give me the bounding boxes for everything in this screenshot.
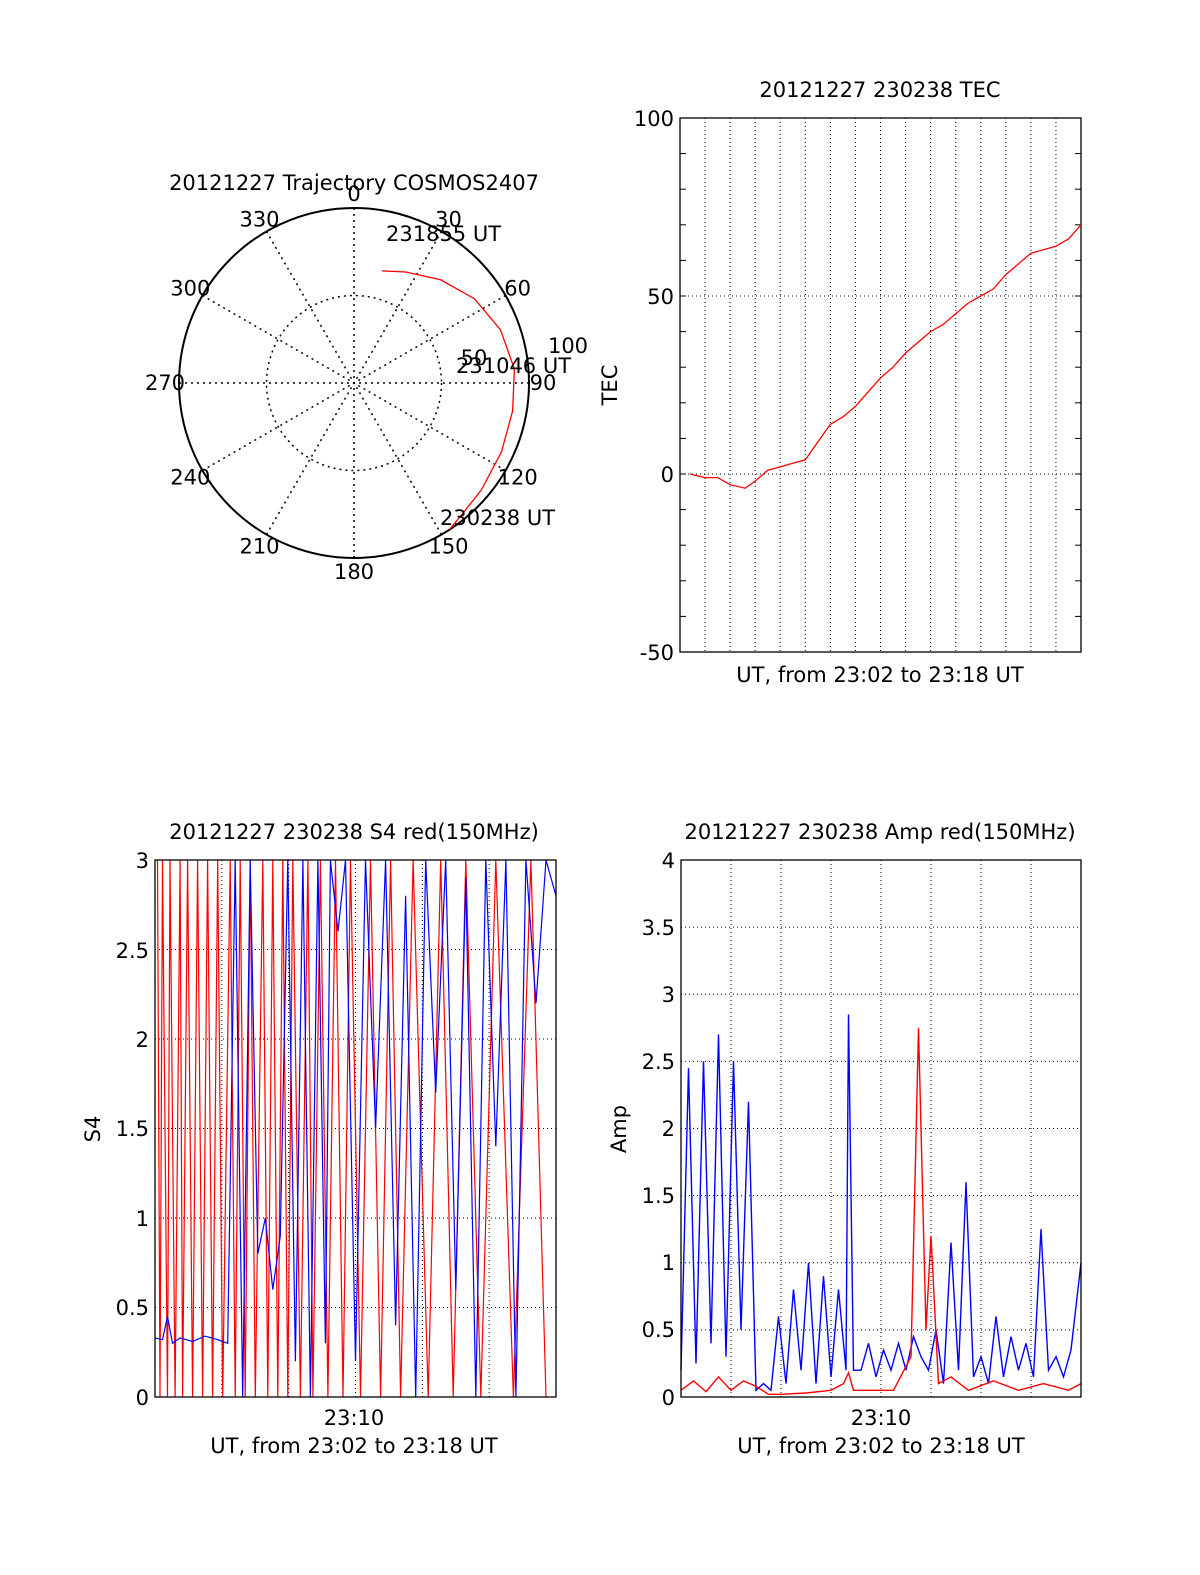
polar-angle-label: 180	[334, 560, 374, 584]
polar-radius-label-100: 100	[548, 334, 588, 358]
polar-angle-label: 150	[428, 535, 468, 559]
amp-blue-series-line	[680, 1014, 1082, 1392]
polar-angle-label: 240	[170, 466, 210, 490]
polar-angle-labels: 0 30 60 90 120 150 180 210 240 270 300 330	[145, 182, 556, 584]
s4-ytick-2: 2	[136, 1028, 149, 1052]
s4-title: 20121227 230238 S4 red(150MHz)	[169, 820, 539, 844]
tec-plot: 20121227 230238 TEC 100 50 0 -50 TEC UT,…	[598, 78, 1082, 687]
polar-angle-label: 120	[498, 466, 538, 490]
amp-ytick-1: 1	[662, 1251, 675, 1275]
amp-ytick-3-5: 3.5	[642, 916, 675, 940]
tec-ytick-neg50: -50	[640, 641, 674, 665]
polar-angle-label: 0	[347, 182, 360, 206]
s4-xtick-label: 23:10	[324, 1406, 385, 1430]
tec-gridlines	[680, 118, 1081, 652]
s4-ytick-2-5: 2.5	[116, 939, 149, 963]
polar-inner-circle	[265, 294, 443, 472]
tec-title: 20121227 230238 TEC	[759, 78, 1000, 102]
polar-angle-label: 210	[239, 535, 279, 559]
polar-annotation-start: 230238 UT	[440, 506, 555, 530]
amp-ytick-2: 2	[662, 1117, 675, 1141]
polar-spoke-150	[265, 231, 443, 535]
amp-ylabel: Amp	[607, 1105, 631, 1153]
s4-ytick-0-5: 0.5	[116, 1296, 149, 1320]
tec-series-line	[689, 224, 1082, 489]
polar-angle-label: 300	[170, 277, 210, 301]
amp-title: 20121227 230238 Amp red(150MHz)	[684, 820, 1075, 844]
s4-ytick-3: 3	[136, 849, 149, 873]
polar-angle-label: 90	[530, 371, 557, 395]
tec-ytick-50: 50	[647, 285, 674, 309]
polar-title: 20121227 Trajectory COSMOS2407	[169, 171, 539, 195]
s4-blue-series-line	[154, 859, 557, 1398]
polar-angle-label: 330	[239, 207, 279, 231]
polar-angle-label: 30	[435, 207, 462, 231]
tec-plot-frame	[679, 117, 1082, 653]
s4-ytick-1-5: 1.5	[116, 1117, 149, 1141]
amp-ytick-1-5: 1.5	[642, 1184, 675, 1208]
amp-xtick-label: 23:10	[851, 1406, 912, 1430]
polar-angle-label: 270	[145, 371, 185, 395]
s4-ylabel: S4	[81, 1116, 105, 1143]
amp-gridlines	[681, 860, 1081, 1397]
amp-plot-frame	[680, 859, 1082, 1398]
s4-plot-frame	[154, 859, 557, 1398]
polar-spokes	[179, 208, 529, 558]
amp-ytick-0-5: 0.5	[642, 1318, 675, 1342]
s4-xlabel: UT, from 23:02 to 23:18 UT	[210, 1434, 498, 1458]
amp-ytick-0: 0	[662, 1386, 675, 1410]
polar-radius-label-50: 50	[461, 346, 488, 370]
s4-plot: 20121227 230238 S4 red(150MHz) 3 2.5 2 1…	[81, 820, 557, 1458]
amp-red-series-line	[680, 1027, 1082, 1396]
amp-ytick-2-5: 2.5	[642, 1050, 675, 1074]
s4-ytick-0: 0	[136, 1386, 149, 1410]
amp-plot: 20121227 230238 Amp red(150MHz) 4 3.5 3 …	[607, 820, 1082, 1458]
tec-ytick-100: 100	[634, 107, 674, 131]
polar-annotation-end: 231855 UT	[386, 222, 501, 246]
tec-ytick-0: 0	[661, 463, 674, 487]
polar-angle-label: 60	[504, 277, 531, 301]
polar-trajectory-line	[381, 270, 516, 531]
tec-xlabel: UT, from 23:02 to 23:18 UT	[736, 663, 1024, 687]
amp-ytick-4: 4	[662, 849, 675, 873]
polar-plot: 20121227 Trajectory COSMOS2407 0 30 60 90 12…	[145, 171, 588, 584]
polar-annotation-mid: 231046 UT	[456, 354, 571, 378]
amp-ytick-3: 3	[662, 983, 675, 1007]
amp-xlabel: UT, from 23:02 to 23:18 UT	[737, 1434, 1025, 1458]
s4-ytick-1: 1	[136, 1207, 149, 1231]
tec-ylabel: TEC	[598, 365, 622, 407]
